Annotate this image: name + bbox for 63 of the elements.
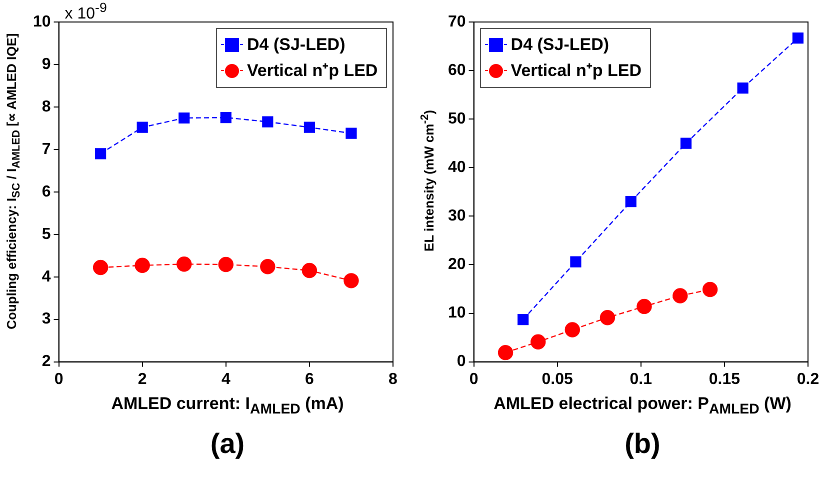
- point: [95, 148, 106, 160]
- x-tick-label: 4: [221, 370, 230, 388]
- legend-label: D4 (SJ-LED): [247, 34, 346, 56]
- point: [176, 256, 192, 272]
- x-tick-label: 0.2: [796, 370, 820, 388]
- point: [702, 282, 718, 298]
- point: [178, 112, 190, 124]
- point: [530, 334, 546, 350]
- point: [792, 32, 804, 44]
- point: [737, 82, 748, 94]
- x-tick-label: 0: [469, 370, 478, 388]
- point: [570, 256, 582, 268]
- y-tick-label: 40: [448, 159, 466, 176]
- y-tick-label: 10: [448, 304, 466, 322]
- y-tick-label: 60: [448, 62, 466, 79]
- point: [625, 196, 636, 208]
- y-tick-label: 0: [456, 353, 466, 370]
- point: [518, 314, 529, 326]
- point: [636, 298, 652, 314]
- point: [344, 273, 359, 288]
- y-tick-label: 7: [42, 140, 51, 158]
- x-tick-label: 8: [388, 370, 398, 388]
- y-tick-label: 50: [448, 110, 466, 128]
- y-tick-label: 3: [42, 310, 51, 328]
- point: [564, 322, 580, 338]
- x-tick-label: 0.1: [630, 370, 652, 388]
- y-tick-label: 30: [448, 208, 466, 225]
- point: [498, 344, 514, 360]
- y-tick-label: 4: [42, 268, 51, 286]
- x-axis-title: AMLED electrical power: P$_{AMLED}$ (W): [492, 394, 792, 418]
- y-tick-label: 10: [33, 13, 51, 30]
- legend-label: D4 (SJ-LED): [510, 34, 610, 56]
- point: [134, 258, 150, 273]
- x-tick-label: 2: [138, 370, 147, 388]
- x-tick-label: 0: [54, 370, 64, 388]
- point: [304, 122, 315, 133]
- legend-label: Vertical n⁺p LED: [247, 60, 378, 82]
- point: [346, 128, 357, 139]
- point: [136, 122, 148, 133]
- text: (a): [209, 428, 246, 460]
- point: [672, 288, 688, 304]
- x-axis-title: AMLED current: I$_{AMLED}$ (mA): [110, 394, 345, 418]
- y-tick-label: 8: [42, 98, 51, 116]
- point: [220, 112, 232, 124]
- point: [218, 256, 234, 272]
- y-tick-label: 5: [42, 226, 51, 243]
- y-tick-label: 70: [448, 13, 466, 30]
- y-tick-label: 6: [42, 183, 51, 200]
- point: [262, 116, 274, 128]
- point: [600, 310, 616, 326]
- point: [260, 259, 276, 274]
- x-tick-label: 0.05: [542, 370, 574, 388]
- x-tick-label: 6: [304, 370, 314, 388]
- y-tick-label: 2: [42, 353, 51, 370]
- legend-label: Vertical n⁺p LED: [510, 60, 642, 82]
- y-tick-label: 9: [42, 56, 51, 73]
- text: (b): [624, 428, 662, 460]
- point: [302, 262, 318, 278]
- y-tick-label: 20: [448, 256, 466, 274]
- x-tick-label: 0.15: [708, 370, 740, 388]
- annotation: x 10$^{-9}$: [64, 0, 107, 22]
- point: [680, 138, 692, 149]
- point: [92, 260, 108, 276]
